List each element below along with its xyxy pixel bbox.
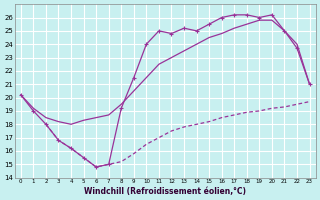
X-axis label: Windchill (Refroidissement éolien,°C): Windchill (Refroidissement éolien,°C) [84, 187, 246, 196]
